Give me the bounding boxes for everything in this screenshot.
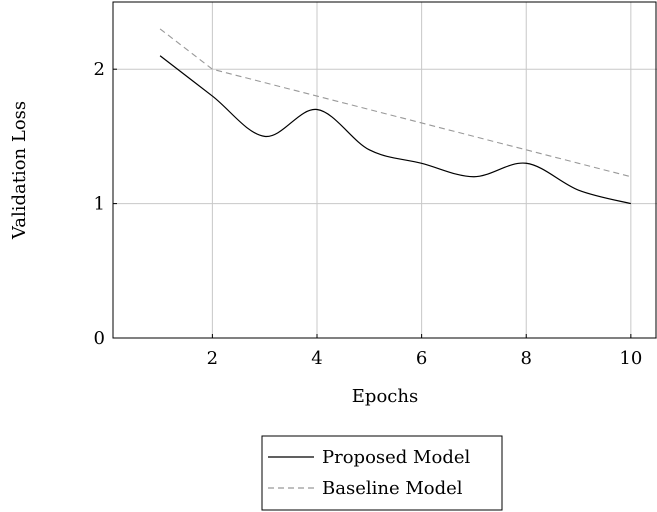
x-tick-label: 10 — [619, 348, 642, 369]
y-tick-label: 2 — [94, 59, 105, 80]
x-axis-label: Epochs — [352, 386, 418, 407]
series-line-proposed — [159, 55, 631, 205]
legend-label: Baseline Model — [322, 478, 463, 499]
x-tick-label: 4 — [311, 348, 322, 369]
legend-entry: Proposed Model — [268, 447, 470, 468]
grid-lines — [113, 2, 657, 339]
y-tick-label: 0 — [94, 328, 105, 349]
y-axis-label: Validation Loss — [9, 101, 30, 240]
x-tick-label: 8 — [521, 348, 532, 369]
x-tick-label: 6 — [416, 348, 427, 369]
legend-box — [261, 435, 503, 511]
y-tick-label: 1 — [94, 194, 105, 215]
legend-entry: Baseline Model — [268, 478, 463, 499]
legend-label: Proposed Model — [322, 447, 470, 468]
plot-frame — [112, 1, 657, 339]
series-line-baseline — [159, 28, 631, 178]
x-tick-label: 2 — [207, 348, 218, 369]
legend: Proposed Model Baseline Model — [261, 435, 503, 511]
axis-ticks: 2 4 6 8 10 0 1 2 — [94, 59, 643, 369]
series-lines — [159, 28, 631, 205]
